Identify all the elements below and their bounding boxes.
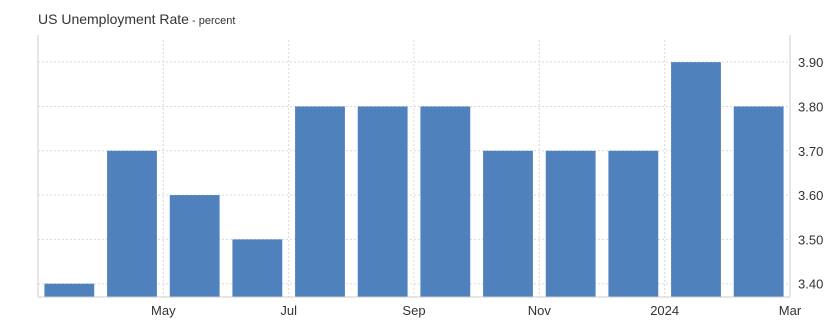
bar xyxy=(107,150,157,297)
bar xyxy=(545,150,596,297)
x-axis-labels: May Jul Sep Nov 2024 Mar xyxy=(151,303,802,318)
chart-title-row: US Unemployment Rate - percent xyxy=(38,9,235,31)
chart-title: US Unemployment Rate xyxy=(38,11,189,27)
bar xyxy=(733,106,784,297)
y-tick-label: 3.70 xyxy=(798,144,823,159)
grid-layer xyxy=(38,40,791,297)
chart-title-separator: - xyxy=(188,15,199,27)
y-axis-labels: 3.90 3.80 3.70 3.60 3.50 3.40 xyxy=(798,55,823,292)
bar xyxy=(44,283,95,297)
x-tick-label: Nov xyxy=(528,303,552,318)
y-tick-label: 3.60 xyxy=(798,188,823,203)
x-tick-label: Mar xyxy=(779,303,802,318)
bar xyxy=(357,106,408,297)
bar xyxy=(295,106,345,297)
bar xyxy=(483,150,533,297)
y-tick-label: 3.90 xyxy=(798,55,823,70)
bars-layer xyxy=(44,62,784,297)
y-tick-label: 3.40 xyxy=(798,277,823,292)
y-tick-label: 3.50 xyxy=(798,232,823,247)
bar xyxy=(420,106,471,297)
bar xyxy=(671,62,721,297)
chart-unit-label: percent xyxy=(198,15,236,27)
axis-layer xyxy=(37,35,791,298)
bar xyxy=(232,239,283,297)
bar xyxy=(608,150,659,297)
x-tick-label: Jul xyxy=(280,303,297,318)
bar xyxy=(169,195,220,297)
x-tick-label: Sep xyxy=(402,303,425,318)
y-tick-label: 3.80 xyxy=(798,99,823,114)
x-tick-label: May xyxy=(151,303,176,318)
x-tick-label: 2024 xyxy=(650,303,679,318)
